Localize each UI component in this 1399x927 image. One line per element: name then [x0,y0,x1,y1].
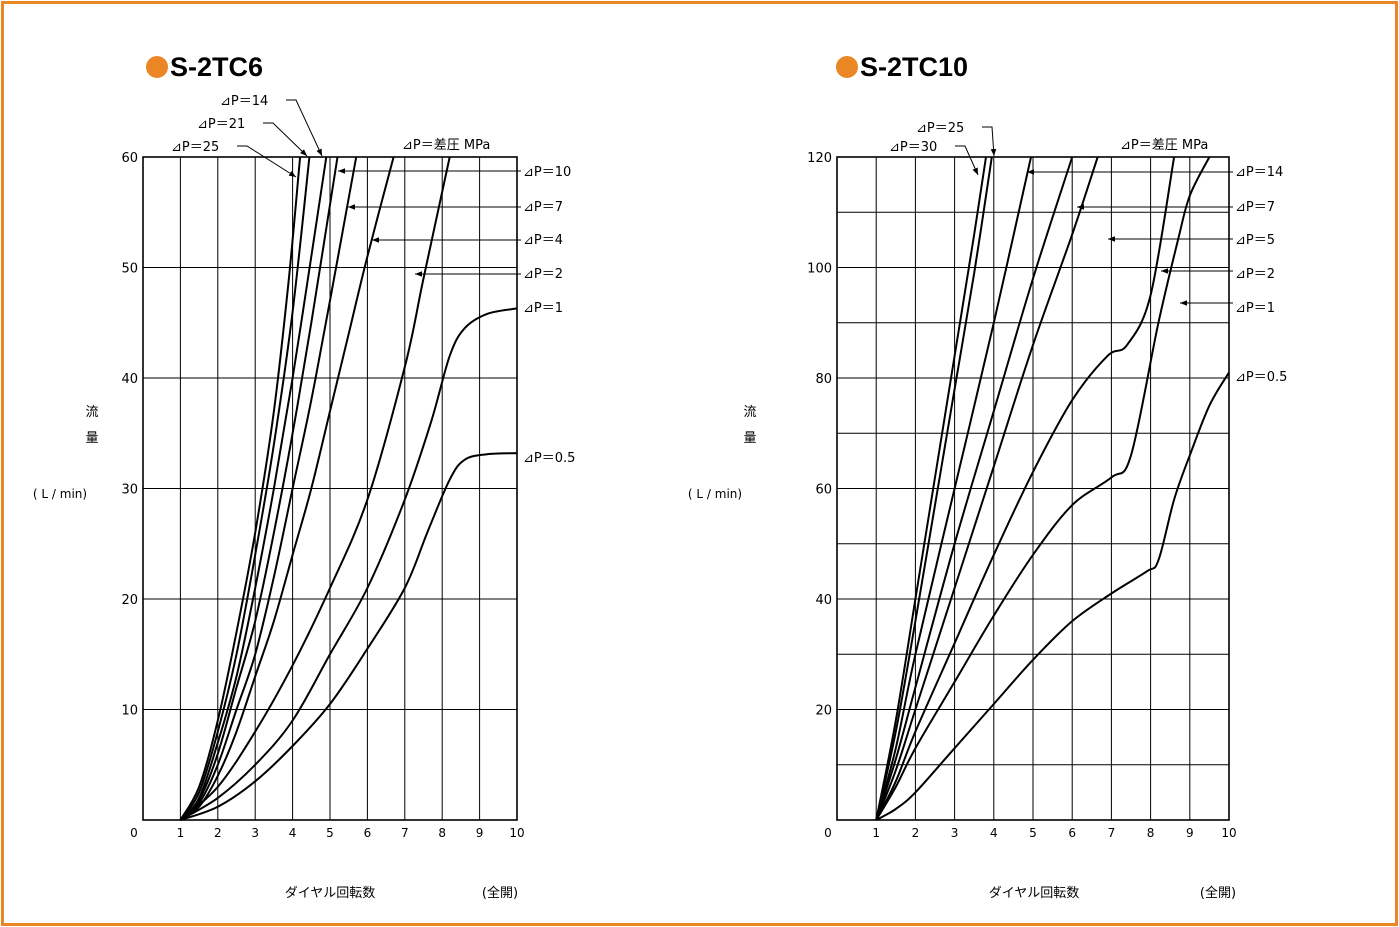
series-line-dp1 [875,156,1211,821]
series-line-dp0-5 [875,371,1230,821]
x-tick-label: 3 [951,826,959,840]
series-line-dp14 [875,156,1032,821]
x-tick-label: 1 [872,826,880,840]
series-label-dp25: ⊿P＝25 [171,140,219,155]
x-tick-label: 9 [476,826,484,840]
x-tick-label: 4 [289,826,297,840]
series-label-dp5: ⊿P＝5 [1235,233,1275,248]
series-label-dp7: ⊿P＝7 [523,200,563,215]
x-tick-label: 2 [214,826,222,840]
chart-1: 0 1 2 3 4 5 6 7 8 9 10 20 40 60 80 100 120 流量 ( L / min) ダイ… [688,121,1288,901]
plot-frame [836,156,1230,821]
series-line-dp30 [875,156,987,821]
series-label-dp2: ⊿P＝2 [523,267,563,282]
y-axis-label: 量 [743,431,756,446]
y-axis-label: 量 [85,431,98,446]
y-axis-label: 流 [85,405,98,420]
y-axis-label: 流 [743,405,756,420]
series-label-dp4: ⊿P＝4 [523,233,563,248]
series-label-dp25: ⊿P＝25 [916,121,964,136]
x-tick-label: 8 [1147,826,1155,840]
x-tick-label: 6 [364,826,372,840]
y-tick-label: 80 [815,372,832,387]
series-line-dp5 [875,156,1099,821]
y-tick-label: 60 [815,483,832,498]
y-tick-label: 20 [121,593,138,608]
y-tick-label: 10 [121,704,138,719]
series-label-dp7: ⊿P＝7 [1235,200,1275,215]
series-label-dp10: ⊿P＝10 [523,165,571,180]
series-leader-line [263,122,308,157]
series-label-dp1: ⊿P＝1 [523,301,563,316]
pressure-header-label: ⊿P＝差圧 MPa [1120,138,1208,153]
chart-title-text: S-2TC6 [170,52,264,82]
y-tick-label: 40 [815,593,832,608]
x-tick-label: 3 [251,826,259,840]
x-tick-label: 0 [130,826,138,840]
x-tick-label: 5 [326,826,334,840]
series-leader-line [982,126,997,157]
y-tick-label: 60 [121,151,138,166]
y-tick-label: 50 [121,262,138,277]
x-tick-label: 5 [1029,826,1037,840]
series-line-dp21 [179,156,311,821]
plot-frame [142,156,518,821]
series-line-dp2 [875,156,1176,821]
series-label-dp21: ⊿P＝21 [197,117,245,132]
series-line-dp7 [875,156,1074,821]
x-tick-label: 4 [990,826,998,840]
chart-title-s2tc10: S-2TC10 [836,54,968,81]
x-tick-label: 6 [1068,826,1076,840]
series-leader-line [286,99,323,157]
series-line-dp1 [179,307,518,821]
series-leader-line [955,145,979,176]
series-leader-line [237,145,297,178]
y-axis-unit: ( L / min) [688,487,742,501]
y-tick-label: 120 [807,151,832,166]
series-line-dp2 [179,156,451,821]
series-line-dp14 [179,156,328,821]
x-tick-label: 7 [401,826,409,840]
series-line-dp0-5 [180,452,518,821]
y-tick-label: 30 [121,483,138,498]
x-tick-label: 10 [509,826,524,840]
y-tick-label: 20 [815,704,832,719]
series-label-dp0-5: ⊿P＝0.5 [1235,370,1287,385]
series-line-dp7 [179,156,358,821]
x-tick-label: 1 [177,826,185,840]
series-label-dp30: ⊿P＝30 [889,140,937,155]
y-tick-label: 40 [121,372,138,387]
x-tick-label: 8 [438,826,446,840]
series-label-dp14: ⊿P＝14 [220,94,268,109]
series-line-dp25 [875,156,993,821]
x-axis-label: ダイヤル回転数 [285,886,376,901]
x-tick-label: 2 [912,826,920,840]
y-axis-unit: ( L / min) [33,487,87,501]
x-axis-note: (全開) [482,885,518,901]
x-tick-label: 9 [1186,826,1194,840]
x-tick-label: 0 [824,826,832,840]
y-tick-label: 100 [807,262,832,277]
chart-title-s2tc6: S-2TC6 [146,54,263,81]
series-label-dp14: ⊿P＝14 [1235,165,1283,180]
pressure-header-label: ⊿P＝差圧 MPa [402,138,490,153]
series-label-dp0-5: ⊿P＝0.5 [523,451,575,466]
chart-title-text: S-2TC10 [860,52,969,82]
series-label-dp1: ⊿P＝1 [1235,301,1275,316]
series-line-dp10 [179,156,339,821]
x-tick-label: 10 [1221,826,1236,840]
bullet-dot-icon [836,56,858,78]
series-label-dp2: ⊿P＝2 [1235,267,1275,282]
series-line-dp25 [179,156,302,821]
series-line-dp4 [179,156,395,821]
x-tick-label: 7 [1108,826,1116,840]
x-axis-note: (全開) [1200,885,1236,901]
bullet-dot-icon [146,56,168,78]
x-axis-label: ダイヤル回転数 [989,886,1080,901]
chart-0: 0 1 2 3 4 5 6 7 8 9 10 10 20 30 40 50 60 流量 ( L / min) ダイヤル… [33,94,576,901]
